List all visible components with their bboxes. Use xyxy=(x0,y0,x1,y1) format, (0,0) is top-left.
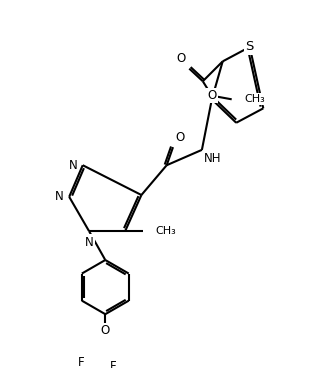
Text: O: O xyxy=(101,324,110,337)
Text: S: S xyxy=(246,40,254,53)
Text: N: N xyxy=(69,159,77,172)
Text: N: N xyxy=(55,190,64,203)
Text: F: F xyxy=(110,360,117,368)
Text: CH₃: CH₃ xyxy=(244,94,265,104)
Text: N: N xyxy=(85,236,93,249)
Text: NH: NH xyxy=(204,152,221,164)
Text: F: F xyxy=(78,357,84,368)
Text: O: O xyxy=(176,131,185,144)
Text: CH₃: CH₃ xyxy=(156,226,177,236)
Text: O: O xyxy=(207,89,216,102)
Text: O: O xyxy=(176,52,186,65)
